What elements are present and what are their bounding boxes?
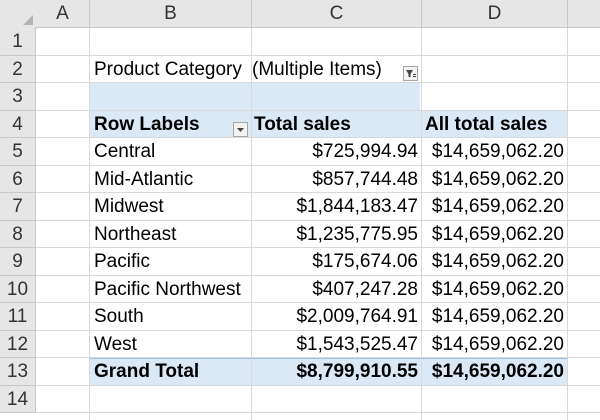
- pivot-row-label: Central: [94, 141, 156, 162]
- pivot-row-label: West: [94, 333, 137, 355]
- filter-funnel-icon: [406, 70, 416, 77]
- row-header-7[interactable]: 7: [0, 193, 36, 221]
- pivot-total-sales-value: $725,994.94: [312, 141, 418, 162]
- pivot-all-total-sales-value: $14,659,062.20: [431, 333, 564, 355]
- filter-label: Product Category: [94, 59, 242, 80]
- row-header-14[interactable]: 14: [0, 385, 36, 413]
- pivot-row-label: Pacific Northwest: [94, 278, 241, 300]
- grand-total-all-sales: $14,659,062.20: [431, 361, 564, 382]
- row-header-11[interactable]: 11: [0, 303, 36, 331]
- grand-total-sales: $8,799,910.55: [296, 361, 418, 382]
- pivot-all-total-sales-value: $14,659,062.20: [431, 196, 564, 217]
- pivot-header-total-sales: Total sales: [254, 114, 351, 135]
- grand-total-label: Grand Total: [94, 361, 200, 382]
- row-header-6[interactable]: 6: [0, 165, 36, 193]
- pivot-header-row-labels: Row Labels: [94, 114, 200, 135]
- row-header-1[interactable]: 1: [0, 28, 36, 56]
- row-labels-dropdown-button[interactable]: [233, 122, 248, 137]
- pivot-all-total-sales-value: $14,659,062.20: [431, 168, 564, 190]
- select-all-button[interactable]: [0, 0, 37, 29]
- row-header-2[interactable]: 2: [0, 55, 36, 83]
- report-filter-button[interactable]: [403, 66, 418, 81]
- cell-grid[interactable]: Product Category (Multiple Items) Row La…: [36, 28, 600, 420]
- row-header-13[interactable]: 13: [0, 358, 36, 386]
- pivot-all-total-sales-value: $14,659,062.20: [431, 141, 564, 162]
- pivot-row-label: Mid-Atlantic: [94, 168, 194, 190]
- row-header-3[interactable]: 3: [0, 83, 36, 111]
- pivot-total-sales-value: $1,543,525.47: [296, 333, 418, 355]
- pivot-total-sales-value: $1,844,183.47: [296, 196, 418, 217]
- column-header-b[interactable]: B: [90, 0, 252, 28]
- filter-value: (Multiple Items): [252, 59, 382, 80]
- pivot-total-sales-value: $2,009,764.91: [296, 306, 418, 327]
- pivot-row-label: South: [94, 306, 144, 327]
- pivot-all-total-sales-value: $14,659,062.20: [431, 251, 564, 272]
- column-header-a[interactable]: A: [36, 0, 90, 28]
- row-header-8[interactable]: 8: [0, 220, 36, 248]
- pivot-row-label: Pacific: [94, 251, 150, 272]
- pivot-row-label: Midwest: [94, 196, 164, 217]
- dropdown-arrow-icon: [237, 128, 244, 132]
- pivot-row-label: Northeast: [94, 223, 177, 245]
- row-header-4[interactable]: 4: [0, 110, 36, 138]
- row-header-12[interactable]: 12: [0, 330, 36, 358]
- filter-band: [90, 83, 420, 110]
- select-all-triangle-icon: [23, 15, 33, 25]
- pivot-header-band: [90, 111, 568, 138]
- pivot-total-sales-value: $857,744.48: [312, 168, 418, 190]
- column-header-d[interactable]: D: [422, 0, 568, 28]
- row-header-9[interactable]: 9: [0, 248, 36, 276]
- grand-total-band: [90, 358, 568, 385]
- pivot-total-sales-value: $175,674.06: [312, 251, 418, 272]
- column-header-c[interactable]: C: [252, 0, 422, 28]
- row-header-10[interactable]: 10: [0, 275, 36, 303]
- pivot-all-total-sales-value: $14,659,062.20: [431, 278, 564, 300]
- pivot-all-total-sales-value: $14,659,062.20: [431, 306, 564, 327]
- pivot-total-sales-value: $407,247.28: [312, 278, 418, 300]
- pivot-all-total-sales-value: $14,659,062.20: [431, 223, 564, 245]
- pivot-total-sales-value: $1,235,775.95: [296, 223, 418, 245]
- column-header-e[interactable]: [568, 0, 600, 28]
- pivot-header-all-total-sales: All total sales: [425, 114, 548, 135]
- row-header-5[interactable]: 5: [0, 138, 36, 166]
